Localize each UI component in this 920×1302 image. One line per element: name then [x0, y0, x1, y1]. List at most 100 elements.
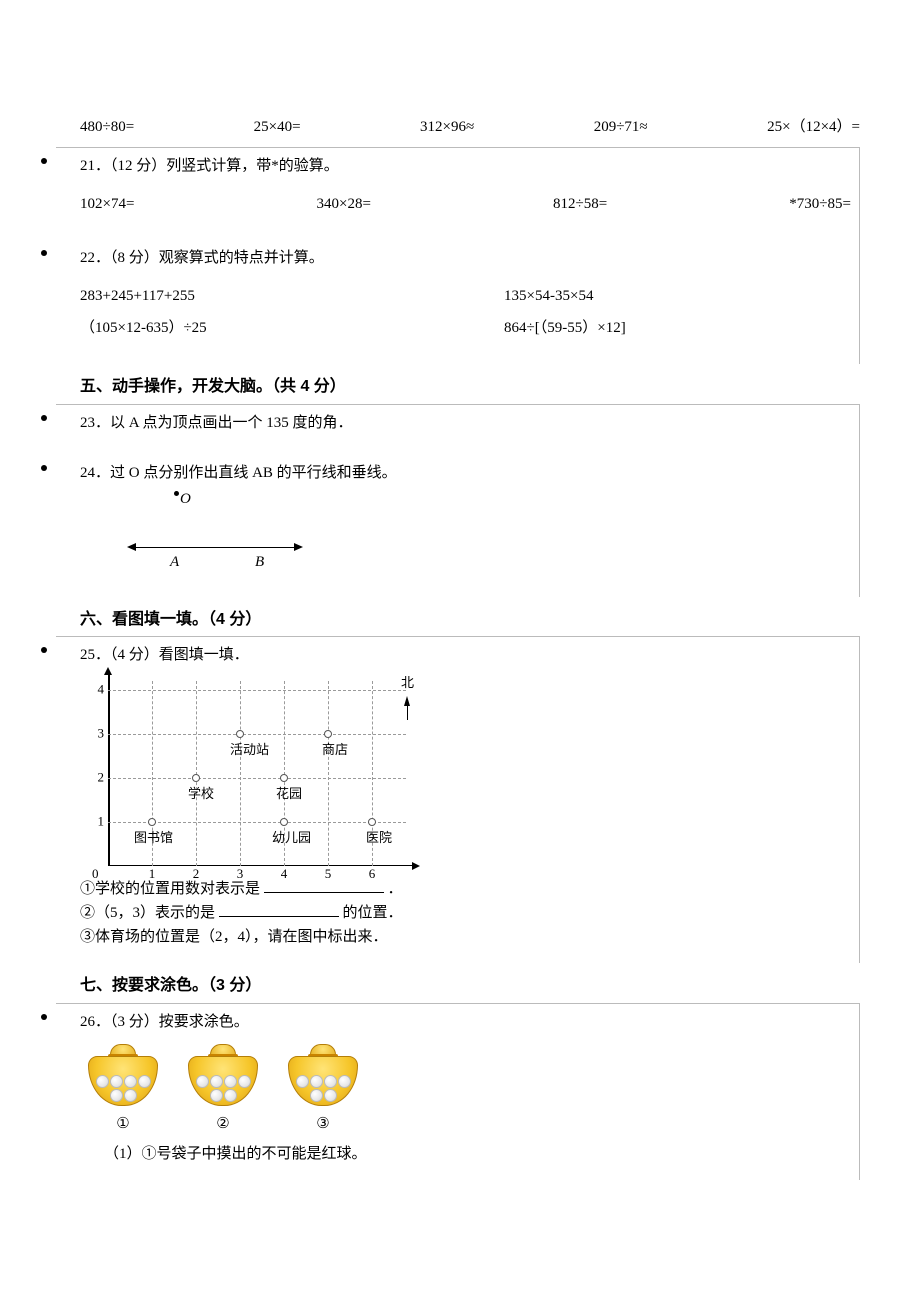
q26-line1: （1）①号袋子中摸出的不可能是红球。: [80, 1142, 851, 1166]
map-node: [236, 730, 244, 738]
y-tick-label: 2: [90, 768, 104, 789]
cell: 209÷71≈: [594, 115, 648, 139]
map-node-label: 医院: [366, 828, 392, 849]
ball: [124, 1075, 137, 1088]
q22-r2: 864÷[（59-55）×12]: [504, 316, 851, 340]
q24-head: 24．过 O 点分别作出直线 AB 的平行线和垂线。: [80, 461, 851, 485]
q25-block: 25．（4 分）看图填一填． 北 0 1234123456图书馆学校活动站幼儿园…: [56, 636, 860, 963]
ball: [224, 1089, 237, 1102]
ball: [210, 1075, 223, 1088]
bag-item: ①: [86, 1040, 160, 1136]
ball: [324, 1075, 337, 1088]
ball: [296, 1075, 309, 1088]
q25-grid-figure: 北 0 1234123456图书馆学校活动站幼儿园花园商店医院: [86, 671, 416, 871]
q22-r1: 135×54-35×54: [504, 284, 851, 308]
north-arrow-icon: [404, 696, 410, 706]
map-node-label: 活动站: [230, 740, 269, 761]
map-node: [192, 774, 200, 782]
x-tick-label: 6: [369, 864, 376, 885]
x-tick-label: 1: [149, 864, 156, 885]
q23-text: 23．以 A 点为顶点画出一个 135 度的角．: [80, 411, 851, 435]
q23-block: 23．以 A 点为顶点画出一个 135 度的角．: [56, 404, 860, 455]
label-A: A: [170, 550, 179, 574]
q22-l2: （105×12-635）÷25: [80, 316, 504, 340]
bag-number-label: ①: [86, 1112, 160, 1136]
x-tick-label: 3: [237, 864, 244, 885]
map-node-label: 商店: [322, 740, 348, 761]
text: ．: [388, 881, 403, 897]
x-tick-label: 2: [193, 864, 200, 885]
ball: [96, 1075, 109, 1088]
north-indicator: 北: [401, 673, 414, 720]
cell: 25×40=: [254, 115, 301, 139]
cell: 340×28=: [317, 192, 371, 216]
q22-block: 22．（8 分）观察算式的特点并计算。 283+245+117+255 135×…: [56, 240, 860, 364]
section-7-title: 七、按要求涂色。（3 分）: [80, 973, 860, 999]
ball: [238, 1075, 251, 1088]
ball: [110, 1089, 123, 1102]
ball: [110, 1075, 123, 1088]
ball: [338, 1075, 351, 1088]
bag-number-label: ②: [186, 1112, 260, 1136]
map-node-label: 花园: [276, 784, 302, 805]
origin-label: 0: [92, 864, 99, 885]
ball: [224, 1075, 237, 1088]
q21-row: 102×74= 340×28= 812÷58= *730÷85=: [80, 192, 851, 216]
cell: 102×74=: [80, 192, 134, 216]
text: ②（5，3）表示的是: [80, 905, 219, 921]
label-B: B: [255, 550, 264, 574]
ball: [310, 1075, 323, 1088]
cell: 480÷80=: [80, 115, 134, 139]
ball: [124, 1089, 137, 1102]
cell: *730÷85=: [789, 192, 851, 216]
bags-row: ① ② ③: [86, 1040, 851, 1136]
text: 的位置．: [343, 905, 403, 921]
cell: 25×（12×4）=: [767, 115, 860, 139]
bag-balls: [186, 1075, 260, 1102]
q22-l1: 283+245+117+255: [80, 284, 504, 308]
map-node-label: 图书馆: [134, 828, 173, 849]
q24-figure: O A B: [130, 487, 310, 577]
map-node: [368, 818, 376, 826]
section-6-title: 六、看图填一填。（4 分）: [80, 607, 860, 633]
x-arrow-icon: [412, 862, 420, 870]
line-ab: [130, 547, 300, 548]
q26-block: 26．（3 分）按要求涂色。 ①②③ （1）①号袋子中摸出的不可能是红球。: [56, 1003, 860, 1180]
q25-line3: ③体育场的位置是（2，4），请在图中标出来．: [80, 925, 851, 949]
bag-balls: [286, 1075, 360, 1102]
bag-icon: [286, 1040, 360, 1108]
map-node: [324, 730, 332, 738]
q20-row: 480÷80= 25×40= 312×96≈ 209÷71≈ 25×（12×4）…: [80, 115, 860, 139]
y-tick-label: 3: [90, 724, 104, 745]
bag-item: ②: [186, 1040, 260, 1136]
cell: 812÷58=: [553, 192, 607, 216]
ball: [138, 1075, 151, 1088]
y-axis: [108, 671, 110, 866]
arrow-left-icon: [127, 543, 136, 551]
section-5-title: 五、动手操作，开发大脑。（共 4 分）: [80, 374, 860, 400]
q25-line2: ②（5，3）表示的是 的位置．: [80, 901, 851, 925]
q22-head: 22．（8 分）观察算式的特点并计算。: [80, 246, 851, 270]
map-node-label: 幼儿园: [272, 828, 311, 849]
grid-vline: [240, 681, 241, 866]
blank-field[interactable]: [219, 902, 339, 917]
point-dot: [174, 491, 179, 496]
ball: [324, 1089, 337, 1102]
q21-head: 21．（12 分）列竖式计算，带*的验算。: [80, 154, 851, 178]
bag-icon: [86, 1040, 160, 1108]
cell: 312×96≈: [420, 115, 474, 139]
map-node-label: 学校: [188, 784, 214, 805]
arrow-right-icon: [294, 543, 303, 551]
q21-block: 21．（12 分）列竖式计算，带*的验算。 102×74= 340×28= 81…: [56, 147, 860, 240]
label-O: O: [180, 487, 191, 511]
bag-item: ③: [286, 1040, 360, 1136]
grid-vline: [328, 681, 329, 866]
map-node: [148, 818, 156, 826]
ball: [310, 1089, 323, 1102]
ball: [196, 1075, 209, 1088]
bag-number-label: ③: [286, 1112, 360, 1136]
x-tick-label: 4: [281, 864, 288, 885]
q24-block: 24．过 O 点分别作出直线 AB 的平行线和垂线。 O A B: [56, 455, 860, 597]
bag-icon: [186, 1040, 260, 1108]
bag-balls: [86, 1075, 160, 1102]
